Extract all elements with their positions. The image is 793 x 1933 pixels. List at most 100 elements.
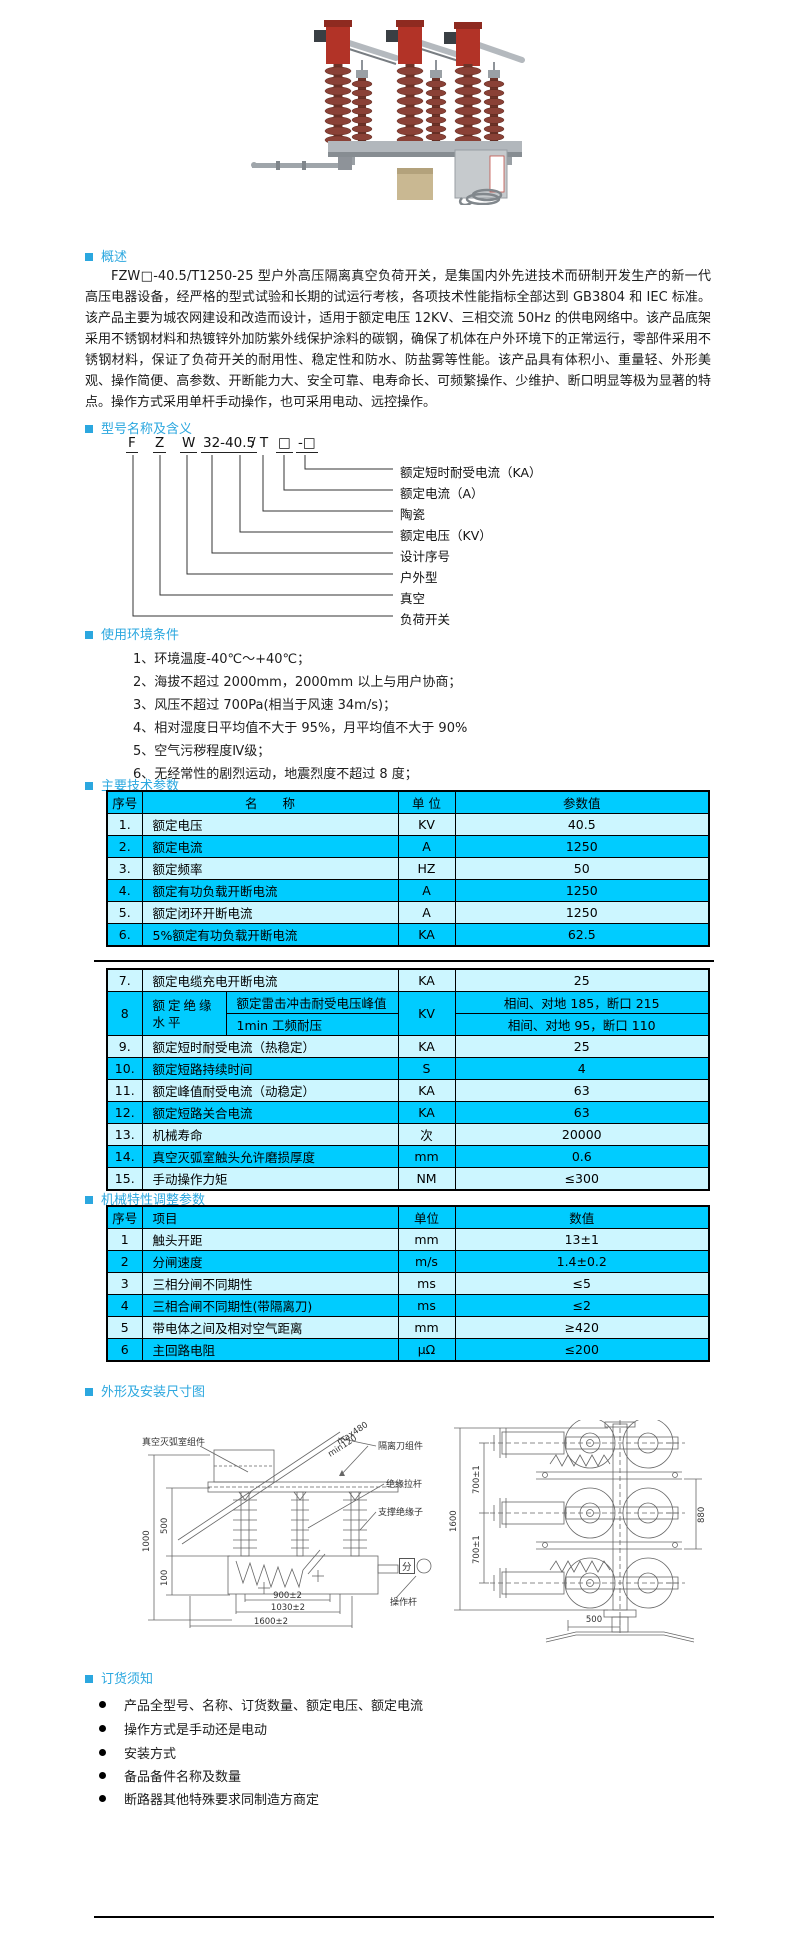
- cell-name: 机械寿命: [141, 1123, 399, 1146]
- col-header-unit: 单位: [397, 1205, 456, 1229]
- table-row: 1 触头开距 mm 13±1: [106, 1228, 710, 1251]
- drawing-label-insulating-rod: 绝缘拉杆: [386, 1480, 423, 1490]
- dimension-1030: 1030±2: [270, 1603, 306, 1613]
- cell-no: 11.: [106, 1079, 143, 1102]
- section-title: 机械特性调整参数: [101, 1193, 206, 1208]
- ordering-item-text: 产品全型号、名称、订货数量、额定电压、额定电流: [124, 1698, 424, 1714]
- cell-no: 1.: [106, 813, 143, 836]
- section-model: 型号名称及含义: [85, 422, 192, 438]
- dimension-1600: 1600±2: [253, 1617, 289, 1627]
- drawing-label-operating-lever: 操作杆: [390, 1598, 418, 1608]
- section-mechanical-parameters: 机械特性调整参数: [85, 1193, 205, 1209]
- cell-unit: KV: [397, 991, 456, 1036]
- section-title: 概述: [101, 250, 128, 265]
- section-title: 外形及安装尺寸图: [101, 1385, 206, 1400]
- ordering-item: 操作方式是手动还是电动: [99, 1720, 268, 1738]
- cell-value: 0.6: [454, 1145, 710, 1168]
- ordering-item: 产品全型号、名称、订货数量、额定电压、额定电流: [99, 1696, 424, 1714]
- cell-unit: KA: [397, 923, 456, 947]
- ordering-item: 备品备件名称及数量: [99, 1767, 241, 1785]
- drawing-label-support-insulator: 支撑绝缘子: [378, 1508, 424, 1518]
- dimension-700-upper: 700±1: [472, 1465, 482, 1494]
- model-code-part: Z: [153, 435, 167, 453]
- model-code-part: / T: [251, 435, 269, 451]
- cell-no: 3: [106, 1272, 143, 1295]
- cell-value: ≤300: [454, 1167, 710, 1191]
- bullet-icon: [99, 1700, 106, 1708]
- table-row: 6. 5%额定有功负载开断电流 KA 62.5: [106, 923, 710, 947]
- cell-no: 2.: [106, 835, 143, 858]
- cell-value: ≤5: [454, 1272, 710, 1295]
- cell-unit: KA: [397, 1101, 456, 1124]
- table-header-row: 序号 项目 单位 数值: [106, 1205, 710, 1229]
- cell-unit: mm: [397, 1316, 456, 1339]
- cell-no: 6.: [106, 923, 143, 947]
- cell-no: 6: [106, 1338, 143, 1362]
- bullet-icon: [99, 1794, 106, 1802]
- model-meaning-label: 额定电压（KV）: [400, 528, 492, 543]
- cell-unit: A: [397, 901, 456, 924]
- product-photo-image: [250, 10, 525, 207]
- cell-unit: mm: [397, 1228, 456, 1251]
- cell-unit: HZ: [397, 857, 456, 880]
- ordering-item-text: 安装方式: [124, 1746, 177, 1762]
- cell-no: 2: [106, 1250, 143, 1273]
- cell-unit: ms: [397, 1294, 456, 1317]
- section-bullet-icon: [85, 1675, 93, 1683]
- model-code-part: -□: [296, 435, 318, 453]
- cell-value: 50: [454, 857, 710, 880]
- cell-value: 62.5: [454, 923, 710, 947]
- model-meaning-label: 额定电流（A）: [400, 486, 484, 501]
- bullet-icon: [99, 1724, 106, 1732]
- table-row: 1. 额定电压 KV 40.5: [106, 813, 710, 836]
- section-title: 使用环境条件: [101, 628, 180, 643]
- col-header-value: 参数值: [454, 790, 710, 814]
- cell-value: 1250: [454, 901, 710, 924]
- cell-unit: μΩ: [397, 1338, 456, 1362]
- cell-name: 分闸速度: [141, 1250, 399, 1273]
- cell-unit: 次: [397, 1123, 456, 1146]
- cell-name: 主回路电阻: [141, 1338, 399, 1362]
- cell-unit: A: [397, 835, 456, 858]
- table-row: 4. 额定有功负载开断电流 A 1250: [106, 879, 710, 902]
- outline-drawing-front-view: 1600 700±1 700±1 880 500: [449, 1420, 710, 1648]
- cell-value: ≤200: [454, 1338, 710, 1362]
- cell-value: 25: [454, 1035, 710, 1058]
- table-row: 5. 额定闭环开断电流 A 1250: [106, 901, 710, 924]
- cell-value: ≤2: [454, 1294, 710, 1317]
- drawing-label-vacuum-chamber: 真空灭弧室组件: [142, 1438, 206, 1448]
- table-row-insulation-level: 8 额定绝缘水平 额定雷击冲击耐受电压峰值 KV 相间、对地 185，断口 21…: [106, 991, 710, 1036]
- cell-value: ≥420: [454, 1316, 710, 1339]
- col-header-name: 名 称: [141, 790, 399, 814]
- cell-name: 额定电流: [141, 835, 399, 858]
- environment-item: 1、环境温度-40℃～+40℃；: [133, 652, 311, 667]
- cell-no: 7.: [106, 968, 143, 992]
- cell-name: 额定电压: [141, 813, 399, 836]
- page-break-line: [94, 960, 714, 962]
- table-row: 6 主回路电阻 μΩ ≤200: [106, 1338, 710, 1362]
- ordering-item-text: 操作方式是手动还是电动: [124, 1722, 268, 1738]
- environment-item: 3、风压不超过 700Pa(相当于风速 34m/s)；: [133, 698, 397, 713]
- model-connector-lines: [132, 455, 393, 617]
- cell-name: 额定短路关合电流: [141, 1101, 399, 1124]
- col-header-name: 项目: [141, 1205, 399, 1229]
- cell-unit: ms: [397, 1272, 456, 1295]
- environment-item: 4、相对湿度日平均值不大于 95%，月平均值不大于 90%: [133, 721, 468, 736]
- model-code-part: W: [180, 435, 198, 453]
- cell-no: 1: [106, 1228, 143, 1251]
- dimension-700-lower: 700±1: [472, 1535, 482, 1564]
- environment-item: 2、海拔不超过 2000mm，2000mm 以上与用户协商；: [133, 675, 462, 690]
- cell-subname: 额定雷击冲击耐受电压峰值: [225, 991, 399, 1014]
- cell-unit: KV: [397, 813, 456, 836]
- bullet-icon: [99, 1771, 106, 1779]
- outline-drawing-side-view: 真空灭弧室组件 隔离刀组件 绝缘拉杆 支撑绝缘子 操作杆 分 1000 500 …: [140, 1420, 432, 1635]
- front-view-linework: [454, 1420, 702, 1643]
- cell-name: 真空灭弧室触头允许磨损厚度: [141, 1145, 399, 1168]
- cell-value: 40.5: [454, 813, 710, 836]
- overview-paragraph: FZW□-40.5/T1250-25 型户外高压隔离真空负荷开关，是集国内外先进…: [85, 269, 711, 410]
- main-parameters-table: 序号 名 称 单 位 参数值 1. 额定电压 KV 40.5 2. 额定电流 A 1250 …: [106, 790, 710, 947]
- table-row: 3 三相分闸不同期性 ms ≤5: [106, 1272, 710, 1295]
- table-row: 13. 机械寿命次 20000: [106, 1123, 710, 1146]
- cell-name: 额定闭环开断电流: [141, 901, 399, 924]
- model-designation-diagram: F Z W 32-40.5 / T □ -□ 额定短时耐受电流（KA） 额定电流…: [100, 435, 720, 635]
